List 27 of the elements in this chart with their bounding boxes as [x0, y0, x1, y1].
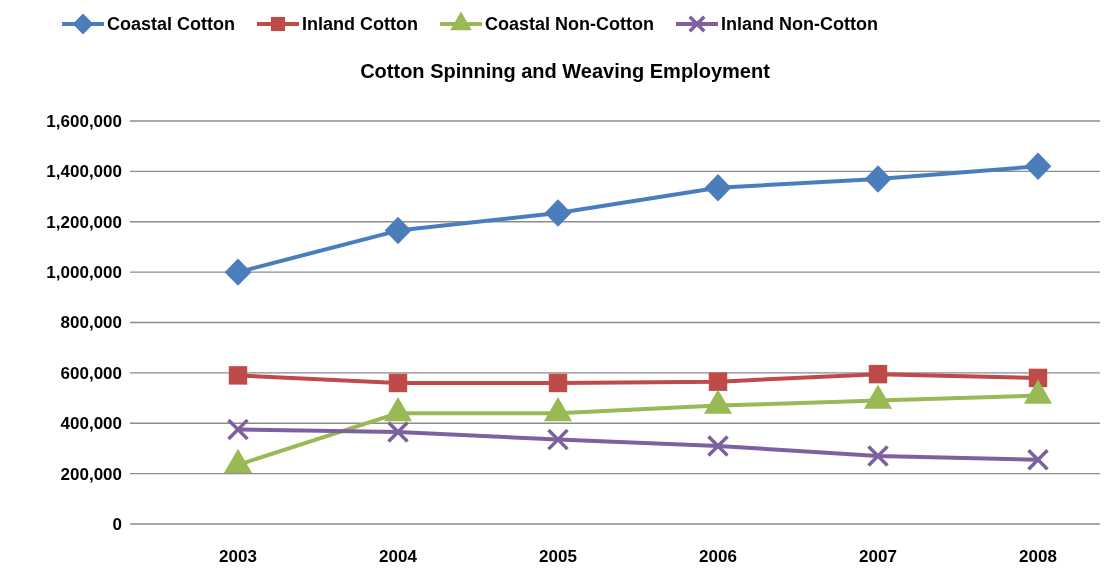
- legend-label: Inland Cotton: [302, 14, 418, 34]
- y-tick-label: 1,400,000: [46, 162, 122, 182]
- x-tick-label: 2003: [219, 547, 257, 567]
- y-tick-label: 1,600,000: [46, 111, 122, 131]
- y-tick-label: 200,000: [60, 464, 122, 484]
- y-tick-label: 1,200,000: [46, 212, 122, 232]
- point: [546, 428, 570, 451]
- x-tick-label: 2008: [1019, 547, 1057, 567]
- x-tick-label: 2006: [699, 547, 737, 567]
- legend-label: Coastal Non-Cotton: [484, 14, 654, 34]
- y-tick-label: 600,000: [60, 363, 122, 383]
- y-tick-label: 1,000,000: [46, 263, 122, 283]
- point: [228, 366, 248, 385]
- point: [1026, 448, 1050, 472]
- legend-label: Inland Non-Cotton: [720, 14, 878, 34]
- legend-label: Coastal Cotton: [107, 14, 235, 34]
- y-tick-label: 800,000: [60, 313, 122, 333]
- point: [386, 420, 410, 444]
- point: [706, 434, 730, 458]
- chart-title: Cotton Spinning and Weaving Employment: [360, 60, 771, 82]
- x-tick-label: 2007: [859, 547, 897, 567]
- x-tick-label: 2005: [539, 547, 577, 567]
- y-tick-label: 0: [112, 514, 122, 534]
- y-tick-label: 400,000: [60, 414, 122, 434]
- point: [226, 418, 250, 441]
- x-tick-label: 2004: [379, 547, 418, 567]
- point: [866, 444, 890, 468]
